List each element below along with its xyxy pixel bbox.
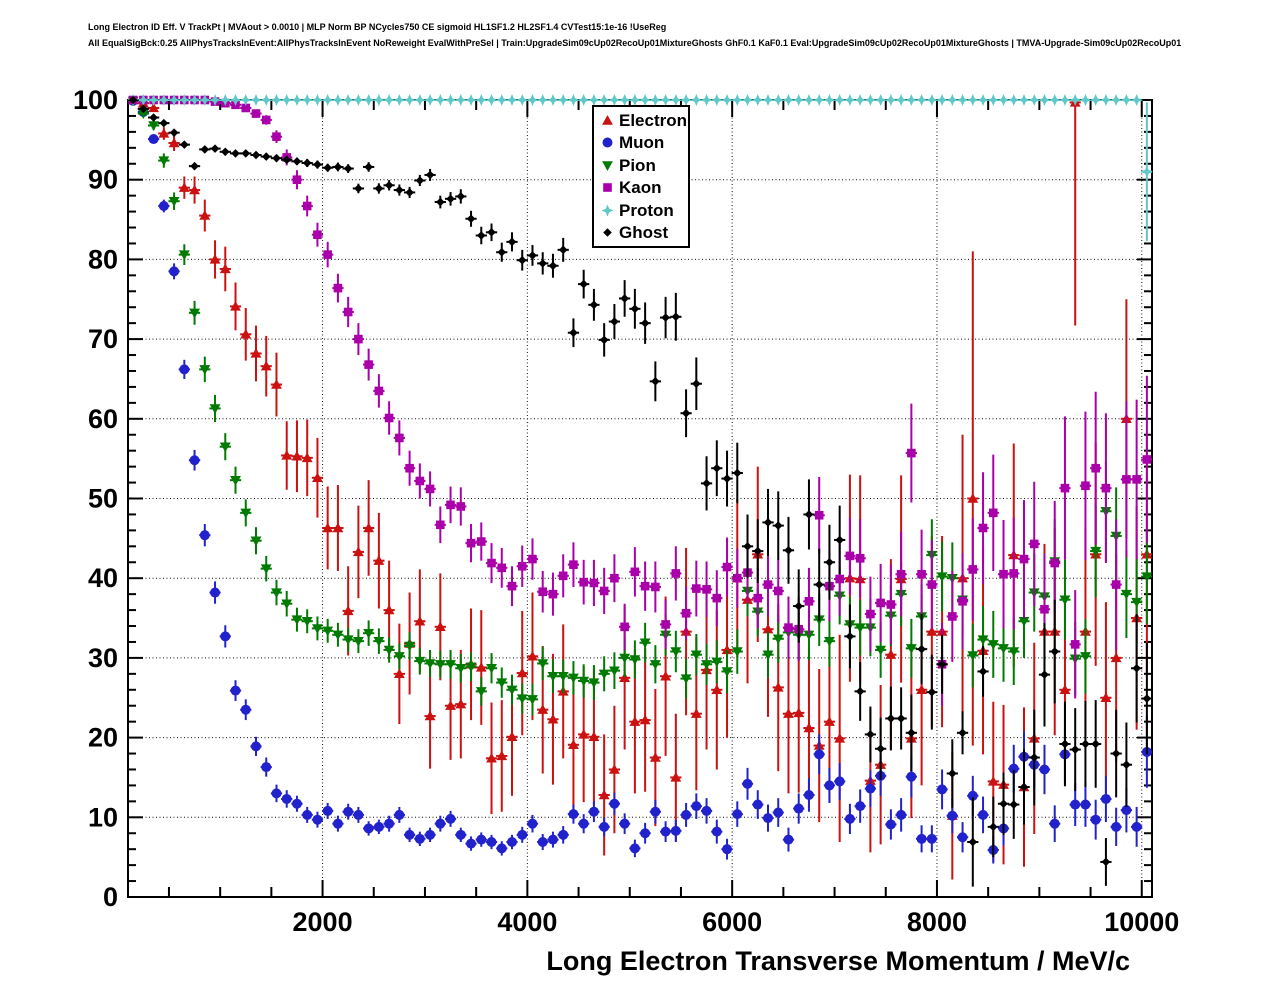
legend-label-electron: Electron bbox=[619, 110, 688, 130]
series-ghost bbox=[128, 95, 1152, 887]
legend-box: Electron Muon Pion Kaon Proton Ghost bbox=[592, 105, 690, 248]
x-axis-title: Long Electron Transverse Momentum / MeV/… bbox=[546, 946, 1130, 976]
legend-item-kaon: Kaon bbox=[600, 177, 688, 199]
svg-text:6000: 6000 bbox=[702, 907, 762, 937]
electron-marker-icon bbox=[602, 114, 613, 125]
legend-item-ghost: Ghost bbox=[600, 222, 688, 244]
svg-text:4000: 4000 bbox=[497, 907, 557, 937]
series-pion bbox=[127, 96, 1153, 716]
legend-label-muon: Muon bbox=[619, 133, 665, 153]
legend-item-proton: Proton bbox=[600, 199, 688, 221]
series-ghost-markers bbox=[128, 95, 1152, 867]
svg-text:40: 40 bbox=[88, 563, 118, 593]
legend-label-pion: Pion bbox=[619, 155, 656, 175]
series-muon-markers bbox=[128, 95, 1152, 855]
muon-marker-icon bbox=[602, 137, 613, 148]
series-kaon-markers bbox=[128, 95, 1152, 669]
legend-item-muon: Muon bbox=[600, 132, 688, 154]
series-kaon bbox=[128, 95, 1152, 706]
svg-text:10: 10 bbox=[88, 802, 118, 832]
proton-marker-icon bbox=[601, 204, 614, 217]
ghost-marker-icon bbox=[603, 228, 612, 238]
svg-text:90: 90 bbox=[88, 165, 118, 195]
svg-text:100: 100 bbox=[73, 85, 118, 115]
svg-text:2000: 2000 bbox=[293, 907, 353, 937]
svg-text:0: 0 bbox=[103, 882, 118, 912]
legend-label-ghost: Ghost bbox=[619, 223, 669, 243]
pion-marker-icon bbox=[602, 161, 613, 171]
svg-text:8000: 8000 bbox=[907, 907, 967, 937]
legend-item-electron: Electron bbox=[600, 109, 688, 131]
plot-title-line1: Long Electron ID Eff. V TrackPt | MVAout… bbox=[88, 22, 667, 32]
svg-text:30: 30 bbox=[88, 643, 118, 673]
svg-text:20: 20 bbox=[88, 723, 118, 753]
svg-text:70: 70 bbox=[88, 324, 118, 354]
legend-label-kaon: Kaon bbox=[619, 178, 662, 198]
x-tick-labels: 2000 4000 6000 8000 10000 bbox=[293, 907, 1180, 937]
series-pion-markers bbox=[127, 96, 1153, 705]
svg-text:60: 60 bbox=[88, 404, 118, 434]
kaon-marker-icon bbox=[603, 183, 612, 193]
svg-text:10000: 10000 bbox=[1104, 907, 1179, 937]
legend-item-pion: Pion bbox=[600, 154, 688, 176]
svg-text:80: 80 bbox=[88, 244, 118, 274]
y-tick-labels: 0 10 20 30 40 50 60 70 80 90 100 bbox=[73, 85, 118, 912]
legend-label-proton: Proton bbox=[619, 200, 674, 220]
svg-text:50: 50 bbox=[88, 484, 118, 514]
plot-title-line2: All EqualSigBck:0.25 AllPhysTracksInEven… bbox=[88, 38, 1182, 48]
